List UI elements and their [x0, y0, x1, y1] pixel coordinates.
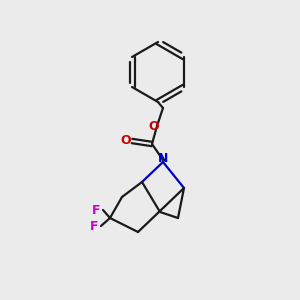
Text: O: O — [149, 119, 159, 133]
Text: N: N — [158, 152, 168, 164]
Text: O: O — [121, 134, 131, 148]
Text: F: F — [90, 220, 98, 232]
Text: F: F — [92, 203, 100, 217]
